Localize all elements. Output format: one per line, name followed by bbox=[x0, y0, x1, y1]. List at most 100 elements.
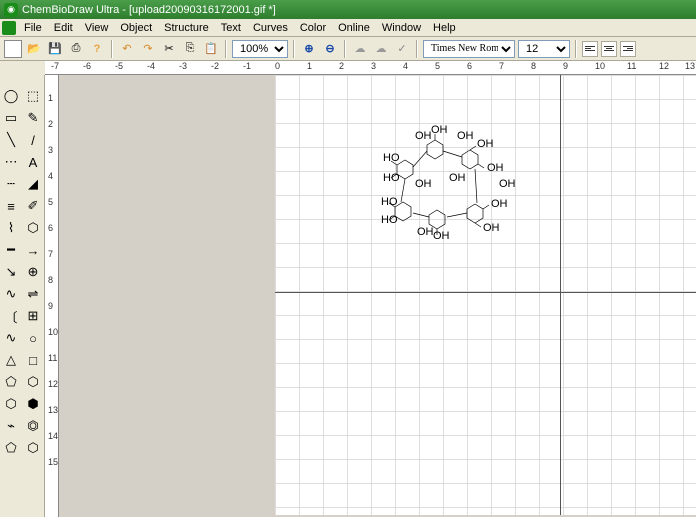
drawing-page[interactable]: HOHO OHOH OHOH HOHO OHOH OHOH OHOH OHOH bbox=[275, 75, 696, 515]
tool-benzene[interactable]: ⏣ bbox=[22, 415, 44, 437]
tool-hexagon[interactable]: ⬡ bbox=[22, 371, 44, 393]
tool-chain2[interactable]: ⌁ bbox=[0, 415, 22, 437]
hruler-tick: 11 bbox=[627, 61, 636, 71]
tool-palette: ◯⬚▭✎╲/⋯A┄◢≡✐⌇⬡━→↘⊕∿⇌〔⊞∿○△□⬠⬡⬡⬢⌁⏣⬠⬡ bbox=[0, 75, 45, 517]
menu-curves[interactable]: Curves bbox=[247, 20, 294, 36]
vruler-tick: 1 bbox=[48, 93, 53, 103]
font-select[interactable]: Times New Roman bbox=[423, 40, 515, 58]
tool-ring-tool[interactable]: ○ bbox=[22, 327, 44, 349]
menu-edit[interactable]: Edit bbox=[48, 20, 79, 36]
zoomout-button[interactable]: ⊖ bbox=[321, 40, 339, 58]
tool-square[interactable]: □ bbox=[22, 349, 44, 371]
menu-text[interactable]: Text bbox=[215, 20, 247, 36]
svg-text:OH: OH bbox=[415, 178, 432, 190]
zoomin-button[interactable]: ⊕ bbox=[300, 40, 318, 58]
chat2-button[interactable]: ☁ bbox=[372, 40, 390, 58]
hruler-tick: 3 bbox=[371, 61, 376, 71]
v-axis bbox=[560, 75, 561, 515]
svg-text:OH: OH bbox=[483, 222, 500, 234]
menu-object[interactable]: Object bbox=[114, 20, 158, 36]
cut-button[interactable]: ✂ bbox=[160, 40, 178, 58]
undo-button[interactable]: ↶ bbox=[118, 40, 136, 58]
tool-cyclopent[interactable]: ⬠ bbox=[0, 437, 22, 459]
tool-arrow2[interactable]: ↘ bbox=[0, 261, 22, 283]
svg-text:OH: OH bbox=[415, 130, 432, 142]
tool-hex3[interactable]: ⬢ bbox=[22, 393, 44, 415]
help-button[interactable]: ? bbox=[88, 40, 106, 58]
tool-dotted[interactable]: ┄ bbox=[0, 173, 22, 195]
menu-help[interactable]: Help bbox=[427, 20, 462, 36]
menu-online[interactable]: Online bbox=[332, 20, 376, 36]
tool-orbital[interactable]: ⊕ bbox=[22, 261, 44, 283]
svg-text:OH: OH bbox=[457, 130, 474, 142]
window-title: ChemBioDraw Ultra - [upload2009031617200… bbox=[22, 4, 276, 16]
hruler-tick: 1 bbox=[307, 61, 312, 71]
canvas-area[interactable]: HOHO OHOH OHOH HOHO OHOH OHOH OHOH OHOH bbox=[59, 75, 696, 517]
zoom-select[interactable]: 100% bbox=[232, 40, 288, 58]
open-button[interactable]: 📂 bbox=[25, 40, 43, 58]
vruler-tick: 10 bbox=[48, 327, 58, 337]
vruler-tick: 11 bbox=[48, 353, 57, 363]
h-axis bbox=[275, 292, 696, 293]
menu-color[interactable]: Color bbox=[294, 20, 332, 36]
tool-lasso[interactable]: ◯ bbox=[0, 85, 22, 107]
tool-reaction[interactable]: ⇌ bbox=[22, 283, 44, 305]
tool-template[interactable]: ⬡ bbox=[22, 217, 44, 239]
tool-text-A[interactable]: A bbox=[22, 151, 44, 173]
new-button[interactable]: □ bbox=[4, 40, 22, 58]
svg-text:OH: OH bbox=[431, 125, 448, 136]
align-center-button[interactable] bbox=[601, 41, 617, 57]
tool-bold-bond[interactable]: ━ bbox=[0, 239, 22, 261]
vruler-tick: 14 bbox=[48, 431, 58, 441]
vruler-tick: 9 bbox=[48, 301, 53, 311]
separator bbox=[416, 40, 418, 58]
check-button[interactable]: ✓ bbox=[393, 40, 411, 58]
tool-triangle[interactable]: △ bbox=[0, 349, 22, 371]
tool-chain[interactable]: ⌇ bbox=[0, 217, 22, 239]
menu-file[interactable]: File bbox=[18, 20, 48, 36]
separator bbox=[344, 40, 346, 58]
paste-button[interactable]: 📋 bbox=[202, 40, 220, 58]
hruler-tick: 10 bbox=[595, 61, 605, 71]
hruler-tick: -4 bbox=[147, 61, 155, 71]
tool-wedge[interactable]: ◢ bbox=[22, 173, 44, 195]
redo-button[interactable]: ↷ bbox=[139, 40, 157, 58]
save-button[interactable]: 💾 bbox=[46, 40, 64, 58]
hruler-tick: -2 bbox=[211, 61, 219, 71]
fontsize-select[interactable]: 12 bbox=[518, 40, 570, 58]
menu-structure[interactable]: Structure bbox=[158, 20, 215, 36]
tool-arrow[interactable]: → bbox=[22, 239, 44, 261]
tool-wavy[interactable]: ∿ bbox=[0, 283, 22, 305]
tool-acyclic[interactable]: ∿ bbox=[0, 327, 22, 349]
print-button[interactable]: ⎙ bbox=[67, 40, 85, 58]
separator bbox=[111, 40, 113, 58]
tool-table[interactable]: ⊞ bbox=[22, 305, 44, 327]
svg-text:OH: OH bbox=[433, 230, 450, 242]
molecule-structure[interactable]: HOHO OHOH OHOH HOHO OHOH OHOH OHOH OHOH bbox=[367, 125, 537, 265]
tool-hex2[interactable]: ⬡ bbox=[0, 393, 22, 415]
hruler-tick: -1 bbox=[243, 61, 251, 71]
chat1-button[interactable]: ☁ bbox=[351, 40, 369, 58]
menu-window[interactable]: Window bbox=[376, 20, 427, 36]
align-left-button[interactable] bbox=[582, 41, 598, 57]
svg-text:OH: OH bbox=[417, 226, 434, 238]
tool-bracket[interactable]: 〔 bbox=[0, 305, 22, 327]
tool-line[interactable]: ╲ bbox=[0, 129, 22, 151]
menu-view[interactable]: View bbox=[79, 20, 115, 36]
tool-pentagon[interactable]: ⬠ bbox=[0, 371, 22, 393]
vruler-tick: 13 bbox=[48, 405, 58, 415]
tool-marquee-partial[interactable]: ⬚ bbox=[22, 85, 44, 107]
align-right-button[interactable] bbox=[620, 41, 636, 57]
tool-eraser[interactable]: ✎ bbox=[22, 107, 44, 129]
hruler-tick: -6 bbox=[83, 61, 91, 71]
tool-dashed[interactable]: ⋯ bbox=[0, 151, 22, 173]
hruler-tick: 0 bbox=[275, 61, 280, 71]
tool-bond[interactable]: / bbox=[22, 129, 44, 151]
tool-cyclohex[interactable]: ⬡ bbox=[22, 437, 44, 459]
tool-hash[interactable]: ≡ bbox=[0, 195, 22, 217]
tool-rect-select[interactable]: ▭ bbox=[0, 107, 22, 129]
vruler-tick: 15 bbox=[48, 457, 58, 467]
copy-button[interactable]: ⎘ bbox=[181, 40, 199, 58]
tool-pen[interactable]: ✐ bbox=[22, 195, 44, 217]
vruler-tick: 7 bbox=[48, 249, 53, 259]
